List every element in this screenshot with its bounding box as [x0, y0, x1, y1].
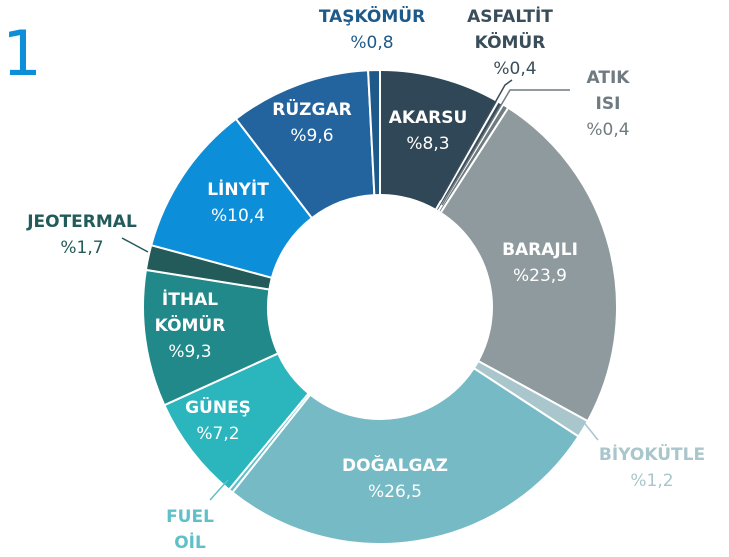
- value-label: %8,3: [406, 134, 449, 154]
- slice: [230, 366, 580, 545]
- slice-label: RÜZGAR: [272, 98, 351, 120]
- value-label: %9,3: [168, 342, 211, 362]
- value-label: %0,8: [350, 33, 393, 53]
- slice: [439, 106, 618, 423]
- value-label: %0,4: [586, 120, 629, 140]
- value-label: %1,7: [60, 238, 103, 258]
- page-number: 1: [2, 17, 41, 90]
- leader-line: [439, 79, 513, 201]
- label-line: ASFALTİT: [467, 5, 553, 27]
- leader-line: [441, 89, 570, 206]
- label-line: KÖMÜR: [155, 314, 226, 336]
- leader-line: [581, 419, 599, 441]
- value-label: %7,2: [196, 424, 239, 444]
- slice-label: DOĞALGAZ: [342, 454, 448, 476]
- slice-label: GÜNEŞ: [185, 396, 251, 418]
- slice: [367, 68, 381, 197]
- value-label: %9,6: [290, 126, 333, 146]
- value-label: %1,2: [630, 471, 673, 491]
- label-line: ATIK: [587, 68, 631, 88]
- value-label: %0,4: [493, 59, 536, 79]
- slice-label: AKARSU: [389, 108, 468, 128]
- value-label: %23,9: [513, 266, 567, 286]
- label-line: ISI: [596, 94, 621, 114]
- label-line: OİL: [174, 531, 206, 553]
- label-line: İTHAL: [162, 288, 218, 310]
- slice-label: LİNYİT: [207, 178, 269, 200]
- slice-label: ATIK ISI: [587, 68, 631, 114]
- value-label: %10,4: [211, 206, 265, 226]
- slice-label: BARAJLI: [502, 240, 578, 260]
- slice-label: ASFALTİT KÖMÜR: [467, 5, 553, 53]
- slice-label: BİYOKÜTLE: [599, 443, 705, 465]
- label-line: FUEL: [166, 507, 214, 527]
- leader-lines: [121, 79, 599, 501]
- slice-label: JEOTERMAL: [26, 212, 137, 232]
- leader-line: [121, 237, 149, 253]
- value-label: %26,5: [368, 482, 422, 502]
- slice-label: İTHAL KÖMÜR: [155, 288, 226, 336]
- label-line: KÖMÜR: [475, 31, 546, 53]
- leader-line: [209, 479, 229, 501]
- slice-label: TAŞKÖMÜR: [319, 5, 425, 27]
- slice-label: FUEL OİL: [166, 507, 214, 553]
